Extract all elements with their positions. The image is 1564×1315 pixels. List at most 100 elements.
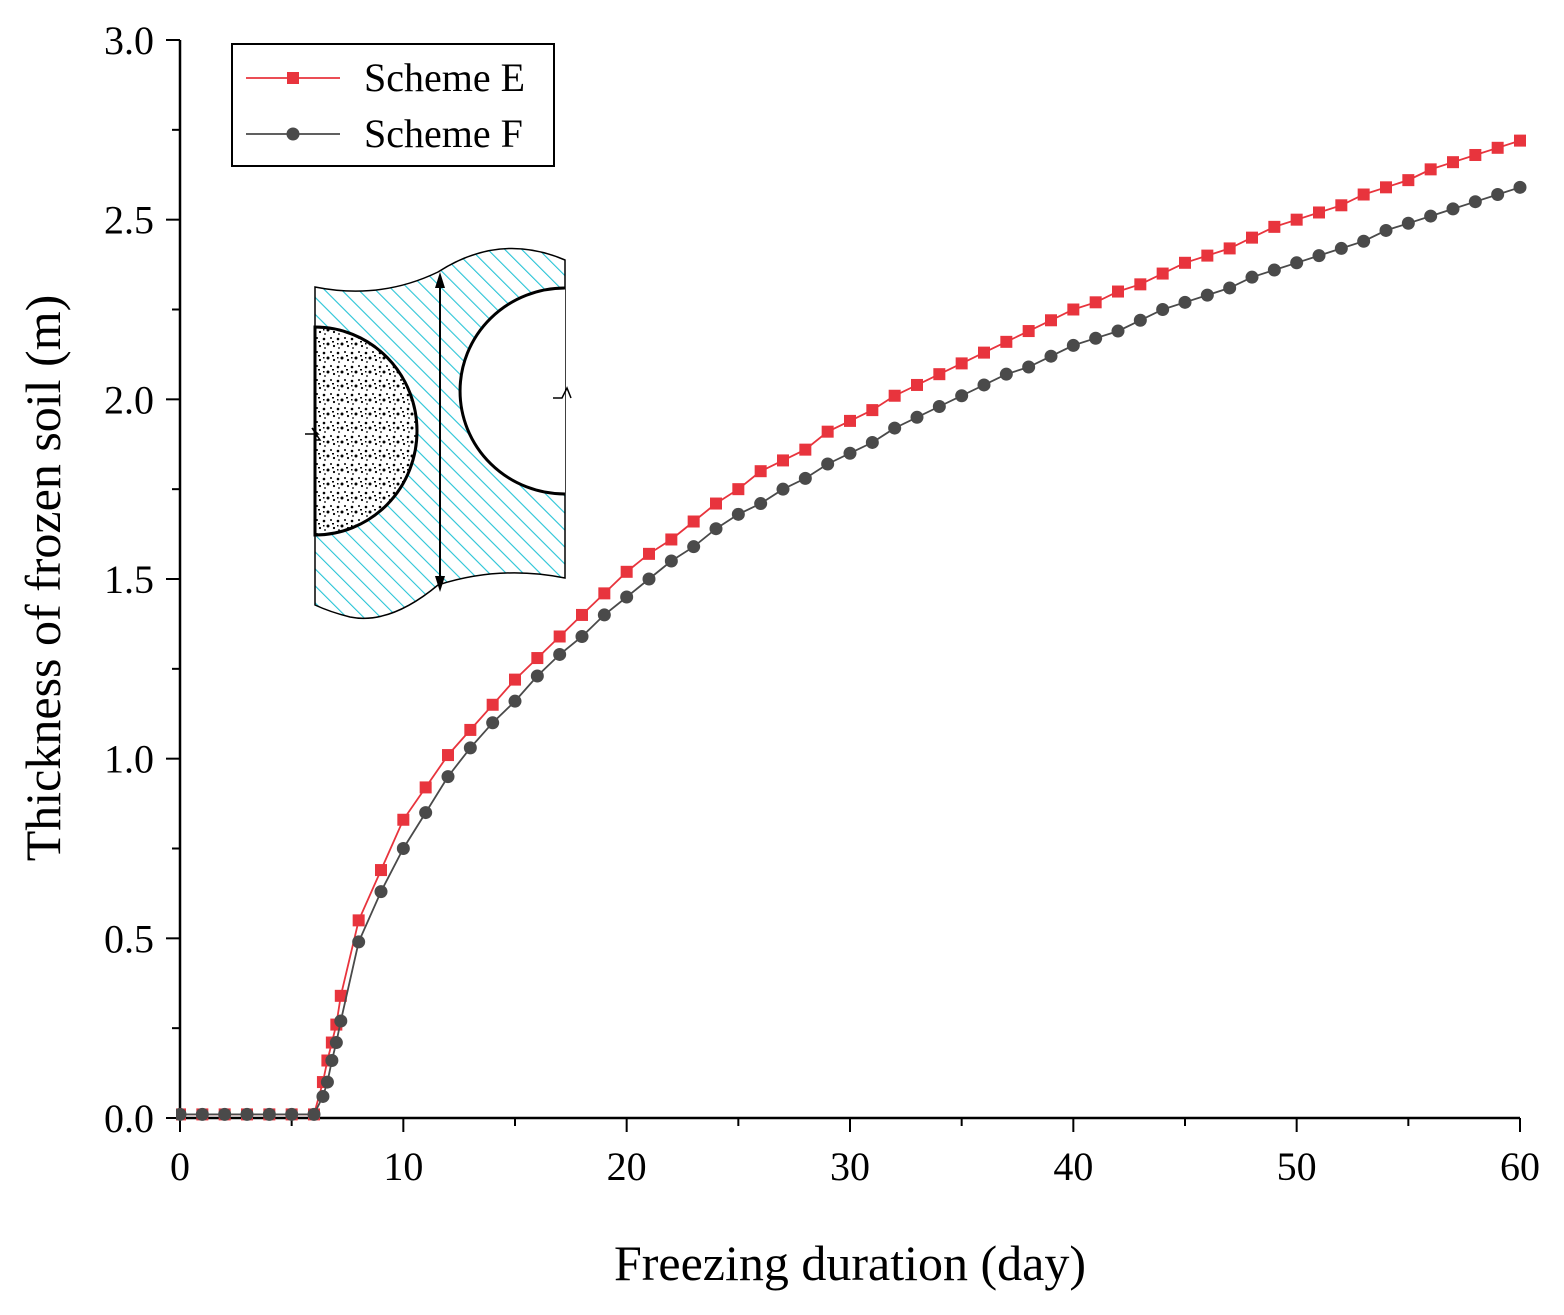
data-point-scheme-f	[1245, 270, 1259, 284]
x-tick-label: 10	[383, 1144, 423, 1189]
data-point-scheme-e	[375, 864, 387, 877]
data-point-scheme-e	[710, 497, 722, 510]
data-point-scheme-f	[955, 389, 969, 403]
data-point-scheme-e	[1335, 199, 1348, 212]
data-point-scheme-f	[352, 935, 366, 949]
data-point-scheme-e	[1223, 242, 1236, 255]
data-point-scheme-f	[731, 507, 745, 521]
data-point-scheme-e	[509, 673, 521, 686]
legend-marker-scheme-e	[287, 72, 299, 84]
data-point-scheme-e	[1022, 325, 1035, 338]
data-point-scheme-e	[844, 414, 856, 427]
y-tick-label: 1.0	[104, 737, 154, 782]
data-point-scheme-f	[1178, 295, 1192, 309]
data-point-scheme-f	[530, 669, 544, 683]
data-point-scheme-f	[1312, 249, 1326, 263]
data-point-scheme-e	[1201, 249, 1214, 262]
series-layer	[176, 134, 1527, 1121]
legend: Scheme E Scheme F	[231, 43, 555, 167]
data-point-scheme-f	[441, 770, 455, 784]
data-point-scheme-e	[1469, 148, 1482, 161]
data-point-scheme-e	[687, 515, 700, 528]
break-mark-right	[553, 386, 572, 399]
data-point-scheme-e	[1067, 303, 1080, 316]
data-point-scheme-f	[307, 1107, 321, 1121]
data-point-scheme-f	[1022, 360, 1036, 374]
data-point-scheme-e	[1000, 335, 1013, 348]
data-point-scheme-e	[620, 565, 633, 578]
data-point-scheme-e	[397, 813, 410, 826]
data-point-scheme-f	[320, 1075, 334, 1089]
y-tick-label: 0.0	[104, 1096, 154, 1141]
data-point-scheme-f	[508, 694, 522, 708]
data-point-scheme-e	[1402, 174, 1415, 187]
data-point-scheme-e	[1290, 213, 1303, 226]
legend-label-scheme-e: Scheme E	[364, 55, 525, 100]
data-point-scheme-f	[642, 572, 656, 586]
data-point-scheme-e	[799, 443, 812, 456]
concrete-pile	[313, 325, 419, 537]
data-point-scheme-f	[821, 457, 835, 471]
y-tick-label: 0.5	[104, 916, 154, 961]
data-point-scheme-f	[575, 629, 589, 643]
break-mark-left	[305, 427, 322, 441]
data-point-scheme-f	[1200, 288, 1214, 302]
data-point-scheme-e	[1491, 141, 1504, 154]
data-point-scheme-f	[1468, 195, 1482, 209]
data-point-scheme-f	[195, 1107, 209, 1121]
y-tick-label: 1.5	[104, 557, 154, 602]
void-arc	[458, 286, 566, 496]
data-point-scheme-f	[843, 446, 857, 460]
data-point-scheme-f	[1133, 313, 1147, 327]
data-point-scheme-f	[1156, 303, 1170, 316]
y-axis-title: Thickness of frozen soil (m)	[15, 295, 71, 862]
data-point-scheme-e	[464, 723, 477, 736]
data-point-scheme-f	[687, 540, 701, 554]
data-point-scheme-e	[888, 389, 901, 402]
data-point-scheme-f	[1111, 324, 1125, 338]
data-point-scheme-f	[888, 421, 902, 435]
data-point-scheme-e	[442, 749, 454, 762]
data-point-scheme-f	[1267, 263, 1281, 277]
legend-marker-scheme-f	[286, 127, 300, 141]
legend-label-scheme-f: Scheme F	[364, 111, 523, 156]
data-point-scheme-e	[576, 608, 588, 621]
data-point-scheme-e	[1089, 296, 1102, 309]
data-point-scheme-e	[1424, 163, 1437, 176]
data-point-scheme-f	[709, 522, 723, 536]
data-point-scheme-e	[1380, 181, 1392, 194]
data-point-scheme-e	[334, 989, 347, 1002]
data-point-scheme-f	[218, 1107, 232, 1121]
axes: 0 10 20 30 40 50 60 0.0 0.5 1.0 1.5 2.0 2.5 3.0	[104, 18, 1540, 1189]
data-point-scheme-f	[664, 554, 678, 568]
y-tick-label: 3.0	[104, 18, 154, 63]
data-point-scheme-f	[798, 471, 812, 485]
data-point-scheme-f	[1044, 349, 1058, 363]
data-point-scheme-f	[396, 842, 410, 855]
data-point-scheme-e	[1268, 220, 1281, 233]
data-point-scheme-e	[1156, 267, 1169, 280]
data-point-scheme-e	[821, 425, 834, 438]
data-point-scheme-e	[1313, 206, 1325, 219]
x-tick-label: 0	[170, 1144, 190, 1189]
data-point-scheme-f	[316, 1089, 330, 1103]
data-point-scheme-e	[754, 465, 767, 478]
data-point-scheme-f	[1446, 202, 1460, 216]
x-tick-label: 50	[1277, 1144, 1317, 1189]
data-point-scheme-e	[866, 404, 879, 417]
data-point-scheme-f	[419, 806, 433, 820]
data-point-scheme-e	[553, 630, 566, 643]
x-axis-title: Freezing duration (day)	[614, 1235, 1086, 1291]
data-point-scheme-e	[1357, 188, 1370, 201]
data-point-scheme-f	[1089, 331, 1103, 345]
data-point-scheme-f	[999, 367, 1013, 381]
data-point-scheme-f	[1066, 338, 1080, 352]
data-point-scheme-f	[977, 378, 991, 392]
data-point-scheme-e	[1112, 285, 1124, 298]
x-tick-label: 20	[607, 1144, 647, 1189]
data-point-scheme-e	[419, 781, 432, 794]
data-point-scheme-f	[1290, 256, 1304, 270]
data-point-scheme-f	[1379, 223, 1393, 237]
data-point-scheme-f	[325, 1054, 339, 1068]
